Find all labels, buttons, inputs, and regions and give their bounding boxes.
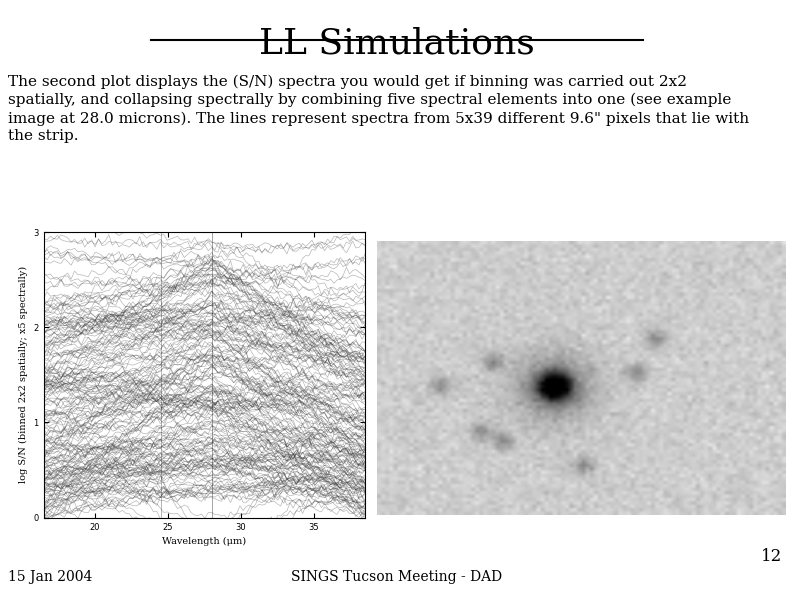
Text: LL Simulations: LL Simulations [259, 27, 535, 61]
Y-axis label: log S/N (binned 2x2 spatially; x5 spectrally): log S/N (binned 2x2 spatially; x5 spectr… [19, 267, 28, 483]
Text: The second plot displays the (S/N) spectra you would get if binning was carried : The second plot displays the (S/N) spect… [8, 74, 749, 143]
X-axis label: Wavelength (μm): Wavelength (μm) [163, 537, 246, 546]
Text: SINGS Tucson Meeting - DAD: SINGS Tucson Meeting - DAD [291, 570, 503, 584]
Text: 15 Jan 2004: 15 Jan 2004 [8, 570, 92, 584]
Text: 12: 12 [761, 548, 782, 565]
